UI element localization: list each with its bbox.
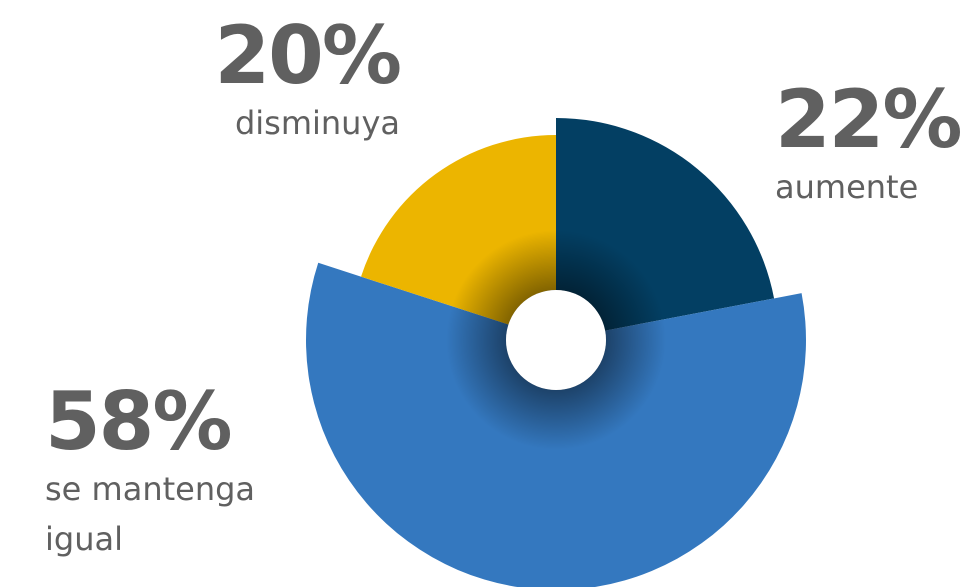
value-label: 22% [775,73,962,166]
category-label: aumente [775,168,919,206]
slice-label: 58% se mantenga igual [45,380,315,564]
slice-label: 20% disminuya [150,9,402,148]
value-label: 58% [45,375,232,468]
value-label: 20% [214,9,402,102]
category-label: disminuya [234,104,400,142]
category-label: se mantenga igual [45,470,256,558]
center-hole [506,290,606,390]
slice-label: 22% aumente [775,78,965,212]
